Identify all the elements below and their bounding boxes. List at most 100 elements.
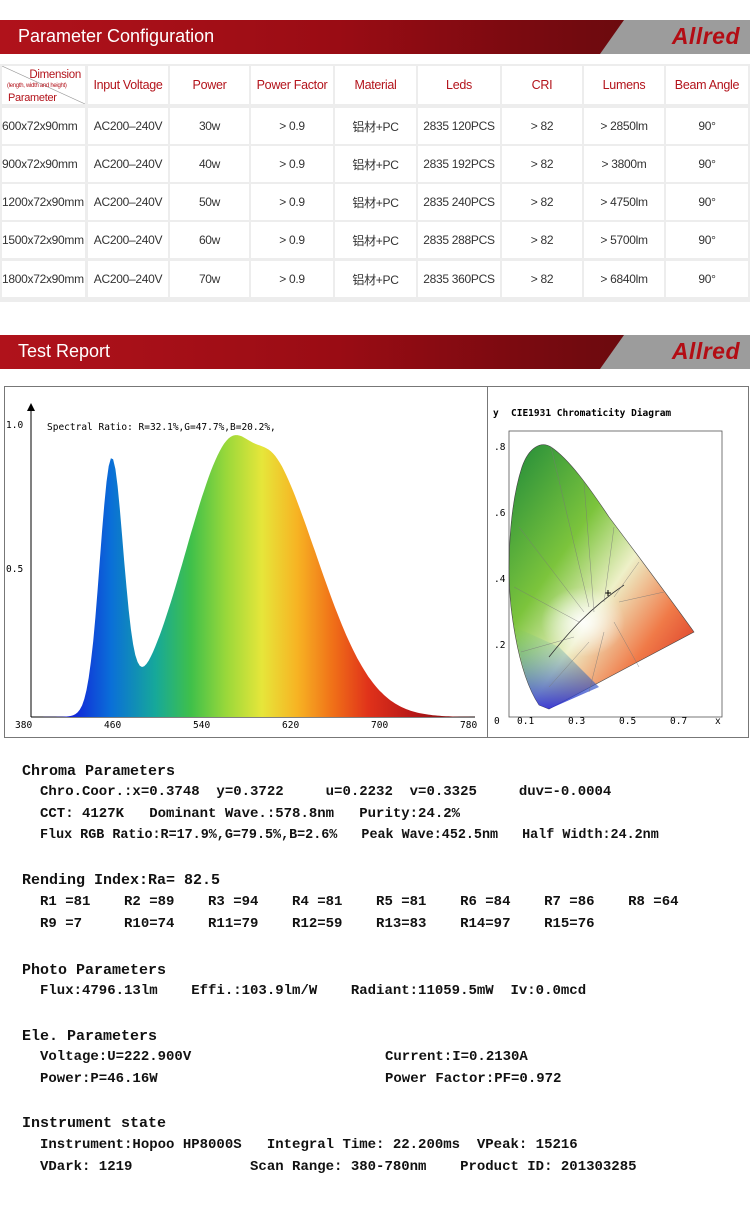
table-cell: 600x72x90mm <box>2 108 85 144</box>
photo-line: Flux:4796.13lm Effi.:103.9lm/W Radiant:1… <box>40 983 587 999</box>
ele-power: Power:P=46.16W <box>40 1071 158 1087</box>
logo-backdrop <box>600 335 750 369</box>
table-cell: > 5700lm <box>584 222 664 258</box>
ele-voltage: Voltage:U=222.900V <box>40 1049 192 1065</box>
table-cell: AC200–240V <box>88 146 168 182</box>
dimension-label: Dimension <box>29 69 81 81</box>
table-header-cell: Power Factor <box>251 66 333 104</box>
photo-heading: Photo Parameters <box>22 962 167 979</box>
planckian-locus <box>548 584 625 658</box>
table-cell: 70w <box>170 261 249 297</box>
table-cell: 2835 192PCS <box>418 146 500 182</box>
ele-current: Current:I=0.2130A <box>385 1049 528 1065</box>
logo-backdrop <box>600 20 750 54</box>
table-cell: 90° <box>666 184 748 220</box>
ele-heading: Ele. Parameters <box>22 1028 158 1045</box>
banner-title: Test Report <box>18 341 111 361</box>
table-cell: > 82 <box>502 108 582 144</box>
table-cell: AC200–240V <box>88 222 168 258</box>
table-cell: > 4750lm <box>584 184 664 220</box>
table-cell: 50w <box>170 184 249 220</box>
table-cell: 90° <box>666 261 748 297</box>
brand-logo: Allred <box>671 338 740 364</box>
spec-table: Dimension (length, width and height) Param… <box>0 64 750 302</box>
table-cell: 30w <box>170 108 249 144</box>
table-cell: 1800x72x90mm <box>2 261 85 297</box>
table-header-cell: Beam Angle <box>666 66 748 104</box>
instrument-heading: Instrument state <box>22 1115 167 1132</box>
cie-y-tick: .2 <box>494 640 506 651</box>
spectrum-curve <box>31 435 475 717</box>
cie-y-tick: .8 <box>494 442 506 453</box>
charts-frame: Spectral Ratio: R=32.1%,G=47.7%,B=20.2%,… <box>4 386 749 738</box>
table-cell: AC200–240V <box>88 184 168 220</box>
table-header-cell: Lumens <box>584 66 664 104</box>
spectrum-x-tick: 540 <box>193 720 211 731</box>
table-header-cell: CRI <box>502 66 582 104</box>
table-cell: 60w <box>170 222 249 258</box>
table-corner-header: Dimension (length, width and height) Param… <box>2 66 85 104</box>
table-cell: AC200–240V <box>88 261 168 297</box>
table-header-cell: Power <box>170 66 249 104</box>
table-header-cell: Leds <box>418 66 500 104</box>
table-cell: > 2850lm <box>584 108 664 144</box>
rending-line: R9 =7 R10=74 R11=79 R12=59 R13=83 R14=97… <box>40 916 595 932</box>
table-cell: > 82 <box>502 184 582 220</box>
spectrum-y-tick: 1.0 <box>6 420 24 431</box>
banner-title: Parameter Configuration <box>18 26 215 46</box>
ele-power-factor: Power Factor:PF=0.972 <box>385 1071 562 1087</box>
table-cell: > 0.9 <box>251 261 333 297</box>
table-cell: 2835 120PCS <box>418 108 500 144</box>
spectrum-y-tick: 0.5 <box>6 564 24 575</box>
test-report-banner: Test Report Allred <box>0 335 750 369</box>
spectrum-x-tick: 620 <box>282 720 300 731</box>
table-cell: 铝材+PC <box>335 108 416 144</box>
table-cell: > 6840lm <box>584 261 664 297</box>
brand-logo: Allred <box>671 23 740 49</box>
table-cell: 2835 360PCS <box>418 261 500 297</box>
cie-blue-region <box>515 627 599 709</box>
rending-heading: Rending Index:Ra= 82.5 <box>22 872 221 889</box>
cie-x-tick: 0.1 <box>517 716 535 727</box>
table-cell: 900x72x90mm <box>2 146 85 182</box>
table-cell: > 82 <box>502 146 582 182</box>
spectrum-x-tick: 460 <box>104 720 122 731</box>
chroma-line: Chro.Coor.:x=0.3748 y=0.3722 u=0.2232 v=… <box>40 784 612 800</box>
table-cell: 铝材+PC <box>335 184 416 220</box>
cie-y-tick: 0 <box>494 716 500 727</box>
spectral-ratio-caption: Spectral Ratio: R=32.1%,G=47.7%,B=20.2%, <box>47 422 276 433</box>
chart-divider <box>487 387 488 737</box>
table-cell: > 0.9 <box>251 222 333 258</box>
parameter-label: Parameter <box>8 92 57 104</box>
cie-y-axis-label: y <box>493 408 499 419</box>
cie-x-axis-label: x <box>715 716 721 727</box>
table-cell: > 3800m <box>584 146 664 182</box>
table-cell: AC200–240V <box>88 108 168 144</box>
instrument-line: VDark: 1219 Scan Range: 380-780nm Produc… <box>40 1159 637 1175</box>
cie-y-tick: .6 <box>494 508 506 519</box>
rending-line: R1 =81 R2 =89 R3 =94 R4 =81 R5 =81 R6 =8… <box>40 894 679 910</box>
table-cell: 2835 240PCS <box>418 184 500 220</box>
spectrum-chart <box>27 403 475 718</box>
table-cell: 铝材+PC <box>335 146 416 182</box>
parameter-configuration-banner: Parameter Configuration Allred <box>0 20 750 54</box>
corner-diagonal <box>2 66 85 104</box>
table-cell: > 0.9 <box>251 108 333 144</box>
spectrum-x-tick: 780 <box>460 720 478 731</box>
spectrum-y-arrow <box>27 403 35 411</box>
cie-x-tick: 0.7 <box>670 716 688 727</box>
table-cell: 1500x72x90mm <box>2 222 85 258</box>
table-cell: 铝材+PC <box>335 222 416 258</box>
spectrum-x-tick: 700 <box>371 720 389 731</box>
table-cell: > 82 <box>502 261 582 297</box>
table-cell: 40w <box>170 146 249 182</box>
cie-chart <box>508 430 723 718</box>
chroma-line: CCT: 4127K Dominant Wave.:578.8nm Purity… <box>40 806 461 822</box>
chroma-heading: Chroma Parameters <box>22 763 176 780</box>
table-cell: 90° <box>666 222 748 258</box>
cie-y-tick: .4 <box>494 574 506 585</box>
table-header-cell: Input Voltage <box>88 66 168 104</box>
table-cell: 90° <box>666 146 748 182</box>
instrument-line: Instrument:Hopoo HP8000S Integral Time: … <box>40 1137 578 1153</box>
table-cell: 2835 288PCS <box>418 222 500 258</box>
